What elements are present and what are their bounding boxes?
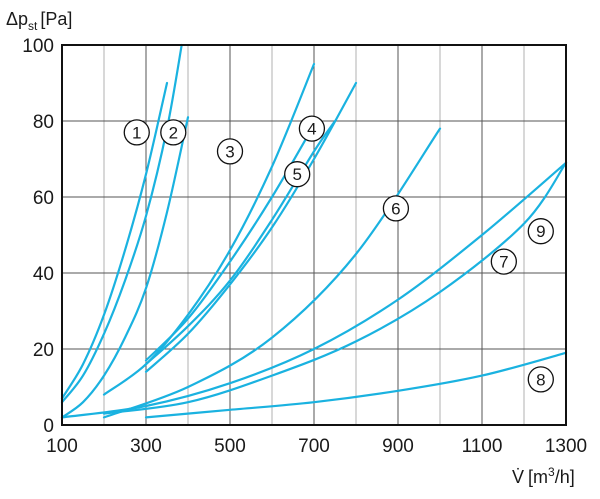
curve-label-2: 2 xyxy=(160,119,187,146)
curve-label-circle xyxy=(382,195,410,222)
grid xyxy=(62,45,566,425)
curve-labels: 1 2 3 4 5 6 9 7 8 xyxy=(123,115,554,393)
curve-label-text: 9 xyxy=(536,222,545,241)
curve-label-text: 7 xyxy=(499,253,508,272)
curve-label-text: 6 xyxy=(391,199,400,218)
x-tick-label: 500 xyxy=(214,436,246,457)
curve-label-7: 7 xyxy=(490,248,517,275)
curve-5 xyxy=(144,119,337,366)
x-axis-title-unit-pre: [m xyxy=(528,467,548,487)
plot-frame xyxy=(61,44,567,426)
curve-7 xyxy=(60,161,568,419)
x-tick-label: 100 xyxy=(46,436,78,457)
x-tick-label: 900 xyxy=(382,436,414,457)
x-tick-label: 1100 xyxy=(462,436,503,457)
x-tick-label: 700 xyxy=(298,436,330,457)
curve-label-9: 9 xyxy=(527,218,554,245)
y-tick-label: 20 xyxy=(33,340,54,361)
curve-1 xyxy=(60,81,169,400)
x-axis-title: V̇ [m3/h] xyxy=(512,465,575,487)
curve-label-3: 3 xyxy=(216,138,244,165)
y-tick-label: 40 xyxy=(33,264,54,285)
y-tick-label: 0 xyxy=(43,416,54,437)
curve-label-circle xyxy=(216,138,244,165)
x-axis-title-unit-sup: 3 xyxy=(548,465,555,479)
curve-label-circle xyxy=(123,119,150,146)
curve-4 xyxy=(144,81,358,373)
y-axis-title-sub: st xyxy=(28,19,38,33)
curve-label-6: 6 xyxy=(382,195,410,222)
x-tick-label: 300 xyxy=(130,436,162,457)
curve-label-circle xyxy=(527,366,554,393)
curve-label-text: 1 xyxy=(132,123,141,142)
y-tick-label: 100 xyxy=(22,36,54,57)
curve-label-circle xyxy=(298,115,326,142)
curve-label-circle xyxy=(490,248,517,275)
curve-label-4: 4 xyxy=(298,115,326,142)
curve-label-5: 5 xyxy=(284,161,311,188)
curve-3 xyxy=(102,62,316,396)
curve-label-text: 8 xyxy=(536,370,545,389)
tick-labels: 100 300 500 700 900 1100 1300 0 20 40 60 80 100 xyxy=(22,36,587,457)
curve-label-1: 1 xyxy=(123,119,150,146)
curve-label-text: 5 xyxy=(292,165,301,184)
x-axis-title-unit-post: /h] xyxy=(555,467,575,487)
y-tick-label: 60 xyxy=(33,188,54,209)
curve-2 xyxy=(60,116,190,419)
curve-label-text: 4 xyxy=(307,120,316,139)
curve-9 xyxy=(102,161,568,415)
curve-label-text: 2 xyxy=(169,123,178,142)
y-axis-title-unit: [Pa] xyxy=(40,9,72,29)
curve-label-8: 8 xyxy=(527,366,554,393)
curve-label-circle xyxy=(527,218,554,245)
y-tick-label: 80 xyxy=(33,112,54,133)
curve-label-text: 3 xyxy=(225,142,234,161)
curve-label-circle xyxy=(160,119,187,146)
y-axis-title: Δpst [Pa] xyxy=(6,9,72,33)
y-axis-title-main: Δp xyxy=(6,9,28,29)
curve-label-circle xyxy=(284,161,311,188)
curve-8 xyxy=(144,351,568,419)
x-tick-label: 1300 xyxy=(545,436,587,457)
x-axis-title-main: V̇ xyxy=(512,467,524,487)
